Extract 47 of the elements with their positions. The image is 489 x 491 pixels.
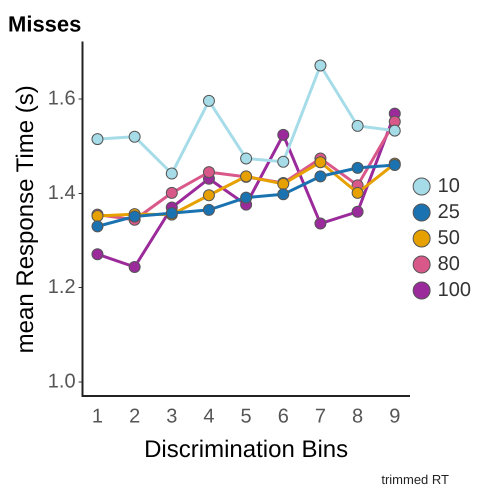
point — [388, 124, 401, 137]
point — [240, 192, 252, 204]
point — [352, 162, 364, 174]
point — [277, 188, 290, 200]
x-axis-title: Discrimination Bins — [144, 436, 348, 464]
x-tick-label: 1 — [92, 406, 104, 428]
point — [314, 60, 326, 72]
legend-label: 80 — [438, 253, 460, 276]
legend-label: 100 — [438, 279, 472, 302]
point — [277, 156, 290, 168]
y-tick-label: 1.0 — [48, 370, 76, 393]
point — [314, 156, 326, 168]
point — [202, 166, 215, 178]
point — [128, 260, 141, 273]
point — [128, 130, 141, 143]
chart-title: Misses — [8, 11, 82, 36]
point — [91, 133, 104, 146]
point — [166, 168, 178, 180]
point — [240, 152, 252, 164]
legend-label: 10 — [438, 175, 460, 198]
x-tick-label: 2 — [129, 406, 140, 428]
point — [202, 204, 215, 216]
legend-label: 25 — [438, 201, 460, 224]
point — [352, 206, 364, 218]
legend-label: 50 — [438, 227, 460, 250]
x-tick-label: 8 — [352, 406, 364, 428]
y-tick-label: 1.4 — [48, 182, 76, 204]
point — [352, 186, 364, 199]
point — [202, 94, 215, 107]
y-axis-title: mean Response Time (s) — [12, 85, 40, 354]
x-tick-label: 9 — [389, 406, 400, 428]
point — [314, 218, 326, 230]
point — [166, 186, 178, 199]
y-tick-label: 1.2 — [48, 276, 76, 298]
point — [91, 248, 104, 260]
point — [314, 170, 326, 182]
point — [91, 220, 104, 232]
y-tick-label: 1.6 — [48, 88, 76, 110]
text: trimmed RT — [381, 472, 449, 487]
x-tick-label: 4 — [203, 406, 215, 428]
x-tick-label: 5 — [240, 406, 252, 428]
x-tick-label: 7 — [314, 406, 326, 428]
x-tick-label: 6 — [278, 406, 289, 428]
x-tick-label: 3 — [166, 406, 178, 428]
point — [277, 128, 290, 141]
point — [202, 189, 215, 202]
point — [352, 120, 364, 132]
